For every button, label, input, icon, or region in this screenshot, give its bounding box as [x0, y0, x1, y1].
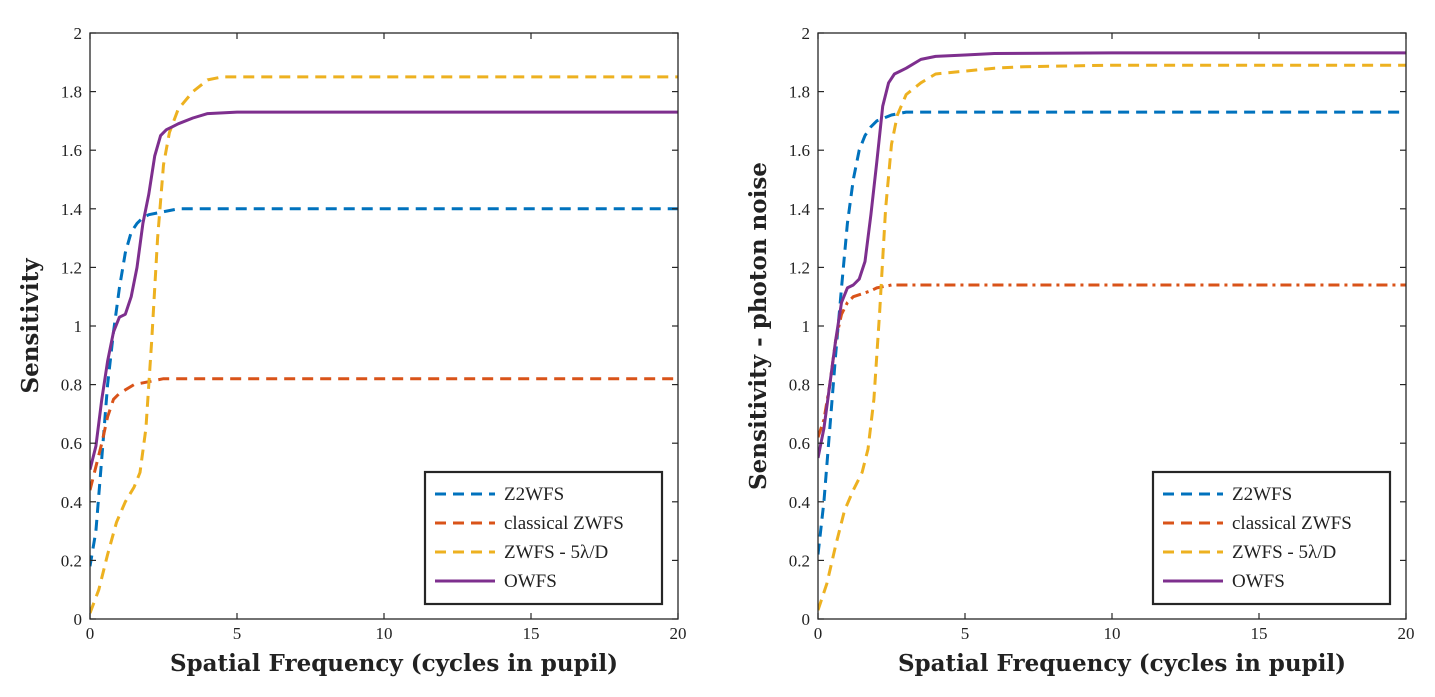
y-tick-label: 0.2: [789, 551, 810, 570]
y-tick-label: 2: [802, 24, 811, 43]
y-axis-label: Sensitivity - photon noise: [745, 162, 772, 490]
legend-label: classical ZWFS: [1232, 513, 1352, 534]
y-tick-label: 1.8: [61, 83, 82, 102]
x-tick-label: 15: [1251, 624, 1268, 643]
legend-label: OWFS: [504, 571, 557, 592]
x-tick-label: 0: [814, 624, 823, 643]
y-tick-label: 0.4: [61, 493, 83, 512]
x-axis-label: Spatial Frequency (cycles in pupil): [898, 650, 1346, 677]
legend-label: Z2WFS: [1232, 484, 1292, 505]
legend-label: ZWFS - 5λ/D: [1232, 542, 1336, 563]
x-tick-label: 10: [1104, 624, 1121, 643]
y-tick-label: 0.6: [61, 434, 82, 453]
x-tick-label: 10: [376, 624, 393, 643]
y-tick-label: 1.8: [789, 83, 810, 102]
y-tick-label: 0.6: [789, 434, 810, 453]
x-tick-label: 5: [233, 624, 242, 643]
series-line-zwfs-5-d: [90, 75, 678, 614]
y-tick-label: 2: [74, 24, 83, 43]
y-tick-label: 0: [802, 610, 811, 629]
chart-panel-1: 0 5 10 15 20 0 0.2 0.4 0.6 0.8 1 1.2 1.4 1.6 1.8 2 Spati…: [17, 24, 687, 677]
y-tick-label: 1.6: [789, 141, 810, 160]
y-tick-label: 0.2: [61, 551, 82, 570]
x-tick-label: 0: [86, 624, 95, 643]
series-line-z2wfs: [818, 110, 1406, 555]
y-axis-label: Sensitivity: [17, 258, 44, 394]
series-line-zwfs-5-d: [818, 63, 1406, 611]
legend-label: classical ZWFS: [504, 513, 624, 534]
series-line-owfs: [818, 51, 1406, 459]
y-tick-label: 1: [74, 317, 83, 336]
series-line-classical-zwfs: [818, 283, 1406, 438]
y-tick-label: 0.4: [789, 493, 811, 512]
legend-label: ZWFS - 5λ/D: [504, 542, 608, 563]
legend-label: Z2WFS: [504, 484, 564, 505]
x-axis-label: Spatial Frequency (cycles in pupil): [170, 650, 618, 677]
series-line-classical-zwfs: [90, 377, 678, 491]
y-tick-label: 1.2: [789, 258, 810, 277]
series-line-owfs: [90, 110, 678, 470]
y-tick-label: 0: [74, 610, 83, 629]
legend-label: OWFS: [1232, 571, 1285, 592]
x-tick-label: 20: [1398, 624, 1415, 643]
y-tick-label: 1.4: [61, 200, 83, 219]
y-tick-label: 1.4: [789, 200, 811, 219]
y-tick-label: 1: [802, 317, 811, 336]
x-tick-label: 20: [670, 624, 687, 643]
legend: Z2WFS classical ZWFS ZWFS - 5λ/D OWFS: [1151, 470, 1392, 606]
legend: Z2WFS classical ZWFS ZWFS - 5λ/D OWFS: [423, 470, 664, 606]
y-tick-label: 0.8: [61, 376, 82, 395]
y-tick-label: 0.8: [789, 376, 810, 395]
x-tick-label: 15: [523, 624, 540, 643]
chart-panel-2: 0 5 10 15 20 0 0.2 0.4 0.6 0.8 1 1.2 1.4 1.6 1.8 2 Spati…: [745, 24, 1415, 677]
y-tick-label: 1.6: [61, 141, 82, 160]
x-tick-label: 5: [961, 624, 970, 643]
series-line-z2wfs: [90, 207, 678, 567]
y-tick-label: 1.2: [61, 258, 82, 277]
